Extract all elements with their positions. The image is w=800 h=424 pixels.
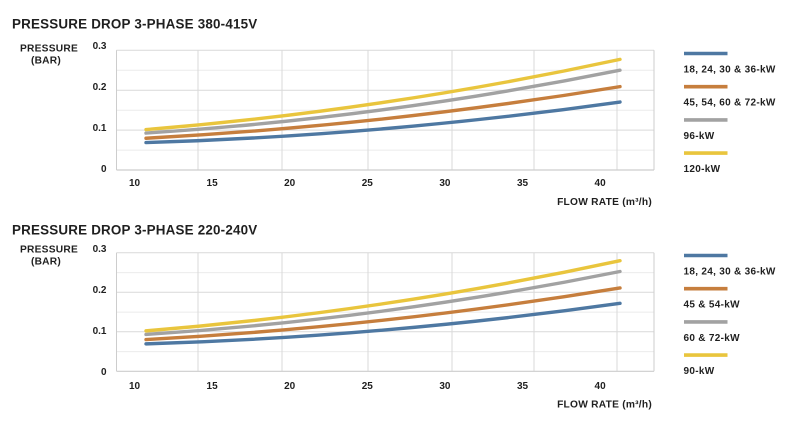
svg-text:25: 25: [362, 381, 374, 392]
svg-text:10: 10: [129, 178, 141, 189]
svg-text:18, 24, 30 & 36-kW: 18, 24, 30 & 36-kW: [684, 65, 776, 76]
svg-text:0.2: 0.2: [93, 285, 107, 296]
svg-text:20: 20: [284, 178, 296, 189]
svg-text:PRESSURE: PRESSURE: [20, 44, 78, 55]
svg-text:(BAR): (BAR): [31, 257, 61, 268]
svg-text:18, 24, 30 & 36-kW: 18, 24, 30 & 36-kW: [684, 267, 776, 278]
svg-text:0.3: 0.3: [93, 41, 107, 52]
svg-text:PRESSURE DROP 3-PHASE 220-240V: PRESSURE DROP 3-PHASE 220-240V: [12, 223, 257, 238]
svg-text:60 & 72-kW: 60 & 72-kW: [684, 333, 741, 344]
svg-text:30: 30: [439, 381, 451, 392]
svg-text:25: 25: [362, 178, 374, 189]
svg-text:30: 30: [439, 178, 451, 189]
svg-text:(BAR): (BAR): [31, 56, 61, 67]
svg-text:40: 40: [595, 178, 607, 189]
svg-text:120-kW: 120-kW: [684, 164, 721, 175]
svg-text:FLOW RATE (m³/h): FLOW RATE (m³/h): [557, 197, 652, 208]
svg-text:45 & 54-kW: 45 & 54-kW: [684, 300, 741, 311]
svg-text:20: 20: [284, 381, 296, 392]
svg-text:96-kW: 96-kW: [684, 131, 715, 142]
svg-text:0.1: 0.1: [93, 326, 107, 337]
svg-text:0: 0: [101, 164, 107, 175]
svg-text:15: 15: [207, 178, 219, 189]
svg-text:35: 35: [517, 178, 529, 189]
svg-text:35: 35: [517, 381, 529, 392]
svg-text:PRESSURE DROP 3-PHASE 380-415V: PRESSURE DROP 3-PHASE 380-415V: [12, 17, 257, 32]
svg-text:90-kW: 90-kW: [684, 366, 715, 377]
svg-text:0: 0: [101, 367, 107, 378]
svg-text:0.3: 0.3: [93, 244, 107, 255]
svg-text:45, 54, 60 & 72-kW: 45, 54, 60 & 72-kW: [684, 98, 776, 109]
svg-text:15: 15: [207, 381, 219, 392]
svg-text:10: 10: [129, 381, 141, 392]
svg-text:0.2: 0.2: [93, 82, 107, 93]
svg-text:40: 40: [595, 381, 607, 392]
svg-text:FLOW RATE (m³/h): FLOW RATE (m³/h): [557, 399, 652, 410]
svg-text:PRESSURE: PRESSURE: [20, 245, 78, 256]
svg-text:0.1: 0.1: [93, 123, 107, 134]
